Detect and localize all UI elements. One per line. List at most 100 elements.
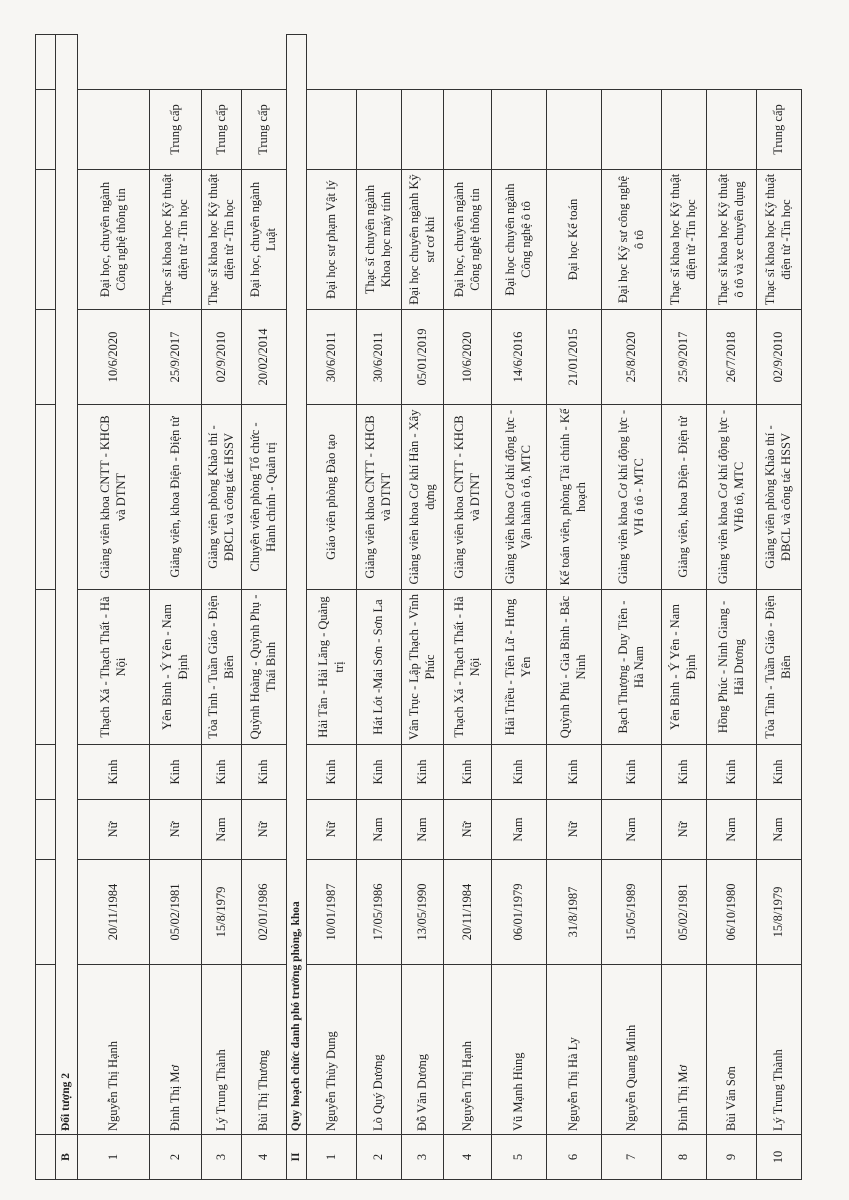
cell-date-of-birth: 15/8/1979 [756,859,802,965]
table-row: 5 Vũ Mạnh Hùng 06/01/1979 Nam Kinh Hải Triều … [491,35,547,1180]
cell-political-theory: Trung cấp [149,89,202,170]
cell-date-of-birth: 05/02/1981 [149,859,202,965]
cell-recruitment-date: 02/9/2010 [756,309,802,405]
cell-stt: 4 [443,1134,492,1180]
cell-ethnicity: Kinh [546,744,602,800]
cell-gender: Nam [401,799,444,860]
cell-full-name: Nguyễn Quang Minh [601,964,662,1135]
cell-stt: 5 [491,1134,547,1180]
cell-full-name: Đỗ Văn Dương [401,964,444,1135]
cell-hometown: Hải Tân - Hải Lăng - Quảng trị [306,589,357,745]
cell-political-theory: Trung cấp [201,89,242,170]
table-row: 3 Lý Trung Thành 15/8/1979 Nam Kinh Tỏa Tình … [201,35,242,1180]
cell-recruitment-date: 02/9/2010 [201,309,242,405]
cell-stt: 2 [356,1134,402,1180]
cell-full-name: Đinh Thị Mơ [661,964,707,1135]
cell-education: Thạc sĩ khoa học Kỹ thuật điện tử -Tin h… [201,169,242,310]
cell-gender: Nam [756,799,802,860]
cell-political-theory [546,89,602,170]
cell-date-of-birth: 10/01/1987 [306,859,357,965]
cell-full-name: Lò Quý Dương [356,964,402,1135]
cell-education: Thạc sĩ khoa học Kỹ thuật điện tử -Tin h… [149,169,202,310]
cell-recruitment-date: 25/9/2017 [661,309,707,405]
cell-full-name: Đinh Thị Mơ [149,964,202,1135]
cell-position: Giảng viên, khoa Điện - Điện tử [149,404,202,590]
cell-position: Giảng viên phòng Khảo thí - ĐBCL và công… [756,404,802,590]
cell-hometown: Quỳnh Phú - Gia Bình - Bắc Ninh [546,589,602,745]
cell-date-of-birth: 17/05/1986 [356,859,402,965]
table-row: 2 Lò Quý Dương 17/05/1986 Nam Kinh Hát Lót -M… [356,35,402,1180]
cell-political-theory [306,89,357,170]
cell-gender: Nam [356,799,402,860]
cell-political-theory [401,89,444,170]
cell-position: Giáo viên phòng Đào tạo [306,404,357,590]
cell-stt: 3 [201,1134,242,1180]
cell-hometown: Hồng Phúc - Ninh Giang - Hải Dương [706,589,757,745]
cell-full-name: Lý Trung Thành [201,964,242,1135]
cell-education: Đại học chuyên ngành Kỹ sư cơ khí [401,169,444,310]
table-row: 7 Nguyễn Quang Minh 15/05/1989 Nam Kinh Bạch … [601,35,662,1180]
cell-full-name: Bùi Thị Thương [241,964,287,1135]
cell-ethnicity: Kinh [356,744,402,800]
top-blank-row [35,34,56,1180]
cell-ethnicity: Kinh [401,744,444,800]
cell-political-theory [356,89,402,170]
cell-date-of-birth: 02/01/1986 [241,859,287,965]
cell-recruitment-date: 26/7/2018 [706,309,757,405]
cell-education: Đại học sư phạm Vật lý [306,169,357,310]
cell-education: Thạc sĩ khoa học Kỹ thuật ô tô và xe chu… [706,169,757,310]
cell-gender: Nữ [241,799,287,860]
cell-position: Giảng viên phòng Khảo thí - ĐBCL và công… [201,404,242,590]
cell-date-of-birth: 15/05/1989 [601,859,662,965]
section-code: II [286,1134,307,1180]
cell-education: Thạc sĩ khoa học Kỹ thuật điện tử -Tin h… [661,169,707,310]
cell-recruitment-date: 25/9/2017 [149,309,202,405]
cell-hometown: Thạch Xá - Thạch Thất - Hà Nội [443,589,492,745]
cell-date-of-birth: 20/11/1984 [443,859,492,965]
table-row: 1 Nguyễn Thùy Dung 10/01/1987 Nữ Kinh Hải Tân… [306,35,357,1180]
cell-ethnicity: Kinh [443,744,492,800]
cell-date-of-birth: 31/8/1987 [546,859,602,965]
cell-position: Kế toán viên, phòng Tài chính - Kế hoạch [546,404,602,590]
cell-hometown: Bạch Thượng - Duy Tiên - Hà Nam [601,589,662,745]
cell-education: Đại học, chuyên ngành Luật [241,169,287,310]
cell-full-name: Nguyễn Thùy Dung [306,964,357,1135]
cell-full-name: Nguyễn Thị Hạnh [77,964,150,1135]
cell-recruitment-date: 30/6/2011 [356,309,402,405]
cell-gender: Nam [491,799,547,860]
cell-recruitment-date: 14/6/2016 [491,309,547,405]
cell-gender: Nữ [306,799,357,860]
cell-hometown: Tỏa Tình - Tuần Giáo - Điện Biên [756,589,802,745]
cell-position: Giảng viên, khoa Điện - Điện tử [661,404,707,590]
cell-ethnicity: Kinh [306,744,357,800]
cell-hometown: Hát Lót -Mai Sơn - Sơn La [356,589,402,745]
cell-gender: Nữ [661,799,707,860]
cell-ethnicity: Kinh [756,744,802,800]
cell-education: Đại học chuyên ngành Công nghệ ô tô [491,169,547,310]
cell-gender: Nữ [443,799,492,860]
cell-political-theory [601,89,662,170]
cell-position: Giảng viên khoa Cơ khí động lực - VHô tô… [706,404,757,590]
table-row: 2 Đinh Thị Mơ 05/02/1981 Nữ Kinh Yên Bình - Ý… [149,35,202,1180]
cell-recruitment-date: 10/6/2020 [77,309,150,405]
cell-recruitment-date: 30/6/2011 [306,309,357,405]
cell-full-name: Nguyễn Thị Hà Ly [546,964,602,1135]
cell-stt: 6 [546,1134,602,1180]
table-row: 4 Nguyễn Thị Hạnh 20/11/1984 Nữ Kinh Thạch Xá… [443,35,492,1180]
cell-position: Giảng viên khoa Cơ khí động lực - Vận hà… [491,404,547,590]
cell-date-of-birth: 05/02/1981 [661,859,707,965]
cell-gender: Nam [601,799,662,860]
cell-stt: 2 [149,1134,202,1180]
cell-gender: Nữ [149,799,202,860]
cell-political-theory: Trung cấp [756,89,802,170]
cell-full-name: Lý Trung Thành [756,964,802,1135]
cell-stt: 10 [756,1134,802,1180]
cell-ethnicity: Kinh [706,744,757,800]
cell-stt: 1 [77,1134,150,1180]
cell-ethnicity: Kinh [241,744,287,800]
cell-position: Giảng viên khoa CNTT - KHCB và DTNT [356,404,402,590]
section-title: Đối tượng 2 [55,34,78,1135]
cell-recruitment-date: 21/01/2015 [546,309,602,405]
cell-gender: Nữ [546,799,602,860]
section-ii-header: II Quy hoạch chức danh phó trưởng phòng, … [286,34,307,1180]
